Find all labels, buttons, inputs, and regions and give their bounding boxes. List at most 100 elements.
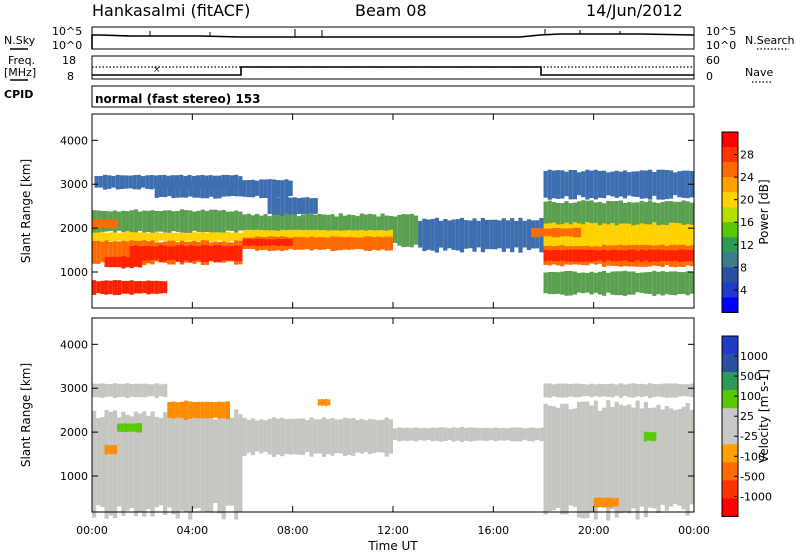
heatmap-cell (451, 219, 456, 250)
heatmap-cell (597, 225, 602, 252)
heatmap-cell (648, 249, 653, 262)
heatmap-cell (259, 230, 264, 242)
heatmap-cell (163, 180, 168, 198)
heatmap-cell (175, 211, 180, 232)
heatmap-cell (150, 280, 155, 294)
colorbar-tick-label: 500 (740, 370, 761, 383)
heatmap-cell (660, 224, 665, 254)
heatmap-cell (677, 271, 682, 294)
heatmap-cell (119, 175, 125, 189)
heatmap-cell (263, 230, 268, 242)
heatmap-cell (317, 237, 322, 250)
heatmap-cell (622, 405, 628, 512)
heatmap-cell (602, 203, 607, 231)
velocity-colorbar: 1000 500 100 25 -25 -100 -500 -1000 (721, 335, 772, 517)
heatmap-cell (108, 232, 113, 242)
heatmap-cell (673, 172, 678, 196)
heatmap-cell (689, 202, 694, 231)
heatmap-cell (317, 399, 320, 406)
heatmap-cell (184, 414, 189, 512)
heatmap-cell (167, 402, 172, 418)
heatmap-cell (246, 419, 251, 453)
heatmap-cell (606, 200, 611, 234)
heatmap-cell (326, 419, 331, 454)
heatmap-cell (204, 401, 210, 419)
heatmap-cell (117, 417, 122, 507)
heatmap-cell (645, 431, 647, 442)
heatmap-cell (334, 236, 339, 251)
heatmap-cell (129, 384, 134, 397)
heatmap-cell (397, 214, 402, 246)
heatmap-cell (154, 416, 159, 508)
heatmap-cell (317, 230, 322, 242)
heatmap-cell (388, 419, 393, 454)
heatmap-cell (267, 216, 272, 244)
heatmap-cell (505, 220, 511, 249)
heatmap-cell (384, 230, 389, 241)
heatmap-cell (200, 179, 205, 199)
heatmap-cell (560, 383, 565, 398)
heatmap-cell (434, 217, 439, 253)
heatmap-cell (589, 223, 594, 256)
heatmap-cell (643, 384, 648, 397)
heatmap-cell (334, 419, 339, 453)
heatmap-cell (434, 427, 439, 441)
x-tick-label: 16:00 (477, 524, 509, 537)
noise-tick-left-bottom: 10^0 (52, 39, 82, 52)
heatmap-cell (135, 423, 139, 433)
heatmap-cell (129, 256, 134, 269)
heatmap-cell (639, 223, 644, 256)
heatmap-cell (133, 383, 138, 398)
heatmap-cell (401, 427, 406, 441)
heatmap-cell (572, 222, 577, 257)
heatmap-cell (112, 256, 118, 268)
heatmap-cell (681, 406, 686, 510)
heatmap-cell (129, 416, 134, 509)
heatmap-cell (330, 418, 335, 456)
heatmap-cell (572, 202, 577, 232)
heatmap-cell (250, 230, 256, 242)
noise-sky-label: N.Sky (4, 34, 36, 47)
heatmap-cell (196, 416, 201, 508)
heatmap-cell (497, 220, 502, 249)
heatmap-cell (685, 170, 690, 199)
heatmap-cell (673, 201, 678, 233)
heatmap-cell (622, 250, 628, 261)
heatmap-cell (271, 417, 276, 457)
heatmap-cell (568, 249, 573, 262)
heatmap-cell (648, 169, 653, 200)
heatmap-cell (468, 220, 473, 249)
heatmap-cell (217, 179, 222, 199)
heatmap-cell (313, 229, 318, 243)
heatmap-cell (689, 409, 694, 505)
colorbar-swatch (722, 207, 738, 223)
colorbar-tick-label: 100 (740, 390, 761, 403)
heatmap-cell (121, 210, 126, 233)
heatmap-cell (660, 202, 665, 233)
heatmap-cell (167, 232, 172, 241)
heatmap-cell (380, 230, 385, 242)
heatmap-cell (376, 236, 381, 251)
heatmap-cell (689, 272, 694, 294)
heatmap-cell (531, 427, 536, 442)
x-tick-label: 04:00 (176, 524, 208, 537)
heatmap-cell (439, 220, 444, 248)
heatmap-cell (510, 218, 515, 253)
heatmap-cell (217, 401, 222, 419)
heatmap-cell (677, 409, 682, 506)
heatmap-cell (609, 497, 613, 508)
heatmap-cell (230, 417, 235, 506)
heatmap-cell (188, 409, 193, 520)
heatmap-cell (556, 227, 561, 238)
heatmap-cell (522, 220, 527, 248)
heatmap-cell (158, 244, 164, 263)
heatmap-cell (100, 417, 105, 508)
heatmap-cell (610, 406, 615, 510)
heatmap-cell (560, 271, 565, 295)
heatmap-cell (576, 272, 582, 293)
heatmap-cell (581, 171, 586, 198)
heatmap-cell (288, 418, 293, 455)
heatmap-cell (376, 216, 381, 243)
heatmap-cell (372, 237, 377, 250)
power-axes: 4000 3000 2000 1000 (60, 114, 695, 308)
